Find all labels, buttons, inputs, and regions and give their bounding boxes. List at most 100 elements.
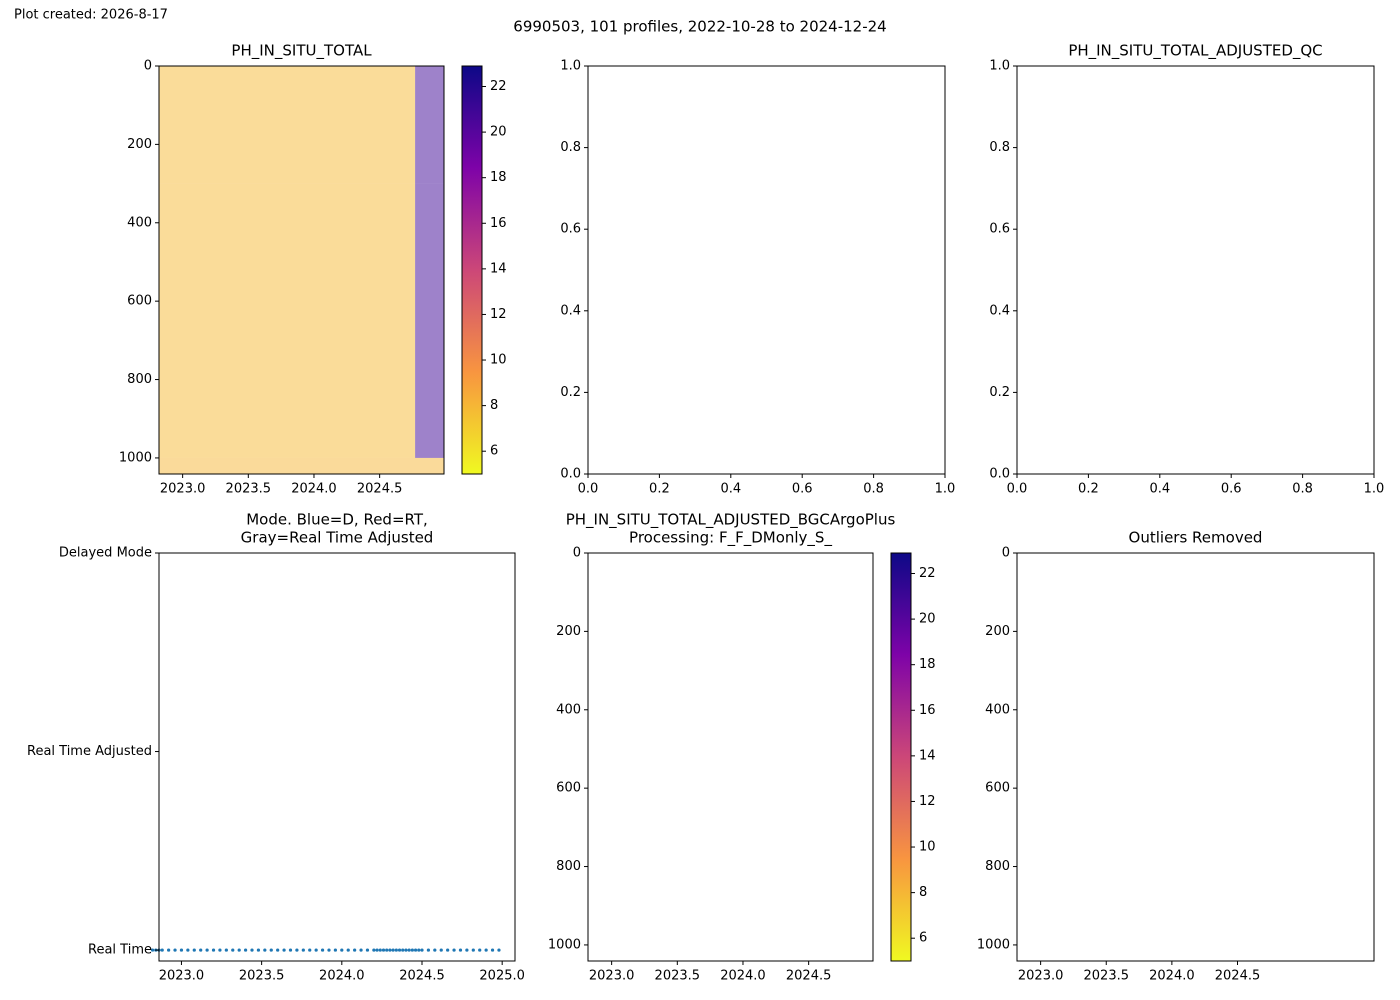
mode-point <box>478 948 482 952</box>
x-tick-label: 2024.5 <box>786 969 832 984</box>
y-tick-label: 0.8 <box>989 140 1010 155</box>
x-tick-label: 1.0 <box>935 482 956 497</box>
y-tick-label: 0.2 <box>560 385 581 400</box>
mode-point <box>452 948 456 952</box>
y-tick-label: 600 <box>127 294 152 309</box>
x-tick-label: 0.4 <box>1149 482 1170 497</box>
plot-created: Plot created: 2026-8-17 <box>14 8 168 23</box>
colorbar-tick-label: 8 <box>490 398 498 413</box>
mode-point <box>388 948 392 952</box>
x-tick-label: 0.8 <box>1292 482 1313 497</box>
colorbar-tick-label: 16 <box>919 703 936 718</box>
mode-point <box>446 948 450 952</box>
x-tick-label: 2024.0 <box>319 969 365 984</box>
y-tick-label: 600 <box>556 781 581 796</box>
x-tick-label: 2023.5 <box>226 482 272 497</box>
y-tick-label: 1.0 <box>989 59 1010 74</box>
mode-point <box>199 948 203 952</box>
x-tick-label: 2023.5 <box>239 969 285 984</box>
mode-point <box>439 948 443 952</box>
colorbar-tick-label: 6 <box>919 931 927 946</box>
colorbar <box>890 552 912 962</box>
y-tick-label: 400 <box>985 702 1010 717</box>
heatmap-cell <box>159 457 444 474</box>
x-tick-label: 1.0 <box>1364 482 1385 497</box>
x-tick-label: 2023.0 <box>1018 969 1064 984</box>
mode-point <box>346 948 350 952</box>
mode-point <box>231 948 235 952</box>
heatmap-cell <box>415 183 444 458</box>
mode-point <box>269 948 273 952</box>
y-tick-label: 200 <box>556 624 581 639</box>
colorbar-tick-label: 12 <box>490 307 507 322</box>
x-tick-label: 2023.0 <box>589 969 635 984</box>
mode-point <box>150 948 155 952</box>
mode-point <box>224 948 228 952</box>
mode-point <box>385 948 389 952</box>
x-tick-label: 2024.0 <box>720 969 766 984</box>
y-tick-label: 0 <box>573 546 581 561</box>
colorbar <box>461 65 483 475</box>
subplot-title: Gray=Real Time Adjusted <box>241 529 434 547</box>
heatmap-cell <box>159 66 416 184</box>
mode-point <box>375 948 379 952</box>
x-tick-label: 0.2 <box>1078 482 1099 497</box>
mode-point <box>186 948 190 952</box>
y-tick-label: 0 <box>144 59 152 74</box>
colorbar-tick-label: 14 <box>919 748 936 763</box>
y-tick-label: 600 <box>985 781 1010 796</box>
y-tick-label: 0.6 <box>989 222 1010 237</box>
x-tick-label: 0.0 <box>578 482 599 497</box>
x-tick-label: 0.6 <box>792 482 813 497</box>
mode-point <box>333 948 337 952</box>
x-tick-label: 2023.0 <box>160 482 206 497</box>
mode-point <box>237 948 241 952</box>
colorbar-tick-label: 10 <box>919 840 936 855</box>
x-tick-label: 0.8 <box>863 482 884 497</box>
mode-point <box>465 948 469 952</box>
y-tick-label: 800 <box>556 859 581 874</box>
mode-point <box>378 948 382 952</box>
mode-point <box>359 948 363 952</box>
mode-point <box>381 948 386 952</box>
mode-point <box>301 948 305 952</box>
colorbar-tick-label: 8 <box>919 885 927 900</box>
x-tick-label: 2023.5 <box>1084 969 1130 984</box>
colorbar-tick-label: 22 <box>919 566 936 581</box>
heatmap-cell <box>159 183 416 458</box>
y-tick-label: 0.4 <box>989 303 1010 318</box>
subplot-title: Outliers Removed <box>1129 529 1263 547</box>
colorbar-tick-label: 6 <box>490 444 498 459</box>
mode-point <box>276 948 280 952</box>
x-tick-label: 0.4 <box>720 482 741 497</box>
y-tick-label: Real Time <box>88 943 152 958</box>
mode-point <box>211 948 216 952</box>
mode-point <box>160 948 164 952</box>
y-tick-label: 0.4 <box>560 303 581 318</box>
mode-point <box>340 948 344 952</box>
mode-point <box>413 948 418 952</box>
mode-point <box>397 948 402 952</box>
colorbar-tick-label: 12 <box>919 794 936 809</box>
colorbar-tick-label: 20 <box>490 125 507 140</box>
mode-point <box>433 948 437 952</box>
x-tick-label: 2024.5 <box>357 482 403 497</box>
axes-frame <box>158 552 516 962</box>
mode-point <box>404 948 408 952</box>
mode-point <box>288 948 293 952</box>
mode-point <box>420 948 424 952</box>
y-tick-label: 0.0 <box>989 467 1010 482</box>
y-tick-label: 0.0 <box>560 467 581 482</box>
y-tick-label: 0.8 <box>560 140 581 155</box>
mode-point <box>282 948 286 952</box>
colorbar-tick-label: 22 <box>490 79 507 94</box>
mode-point <box>256 948 261 952</box>
mode-point <box>365 948 370 952</box>
x-tick-label: 2024.0 <box>291 482 337 497</box>
mode-point <box>179 948 184 952</box>
mode-point <box>407 948 411 952</box>
mode-point <box>250 948 254 952</box>
mode-point <box>314 948 318 952</box>
y-tick-label: 1000 <box>119 450 152 465</box>
